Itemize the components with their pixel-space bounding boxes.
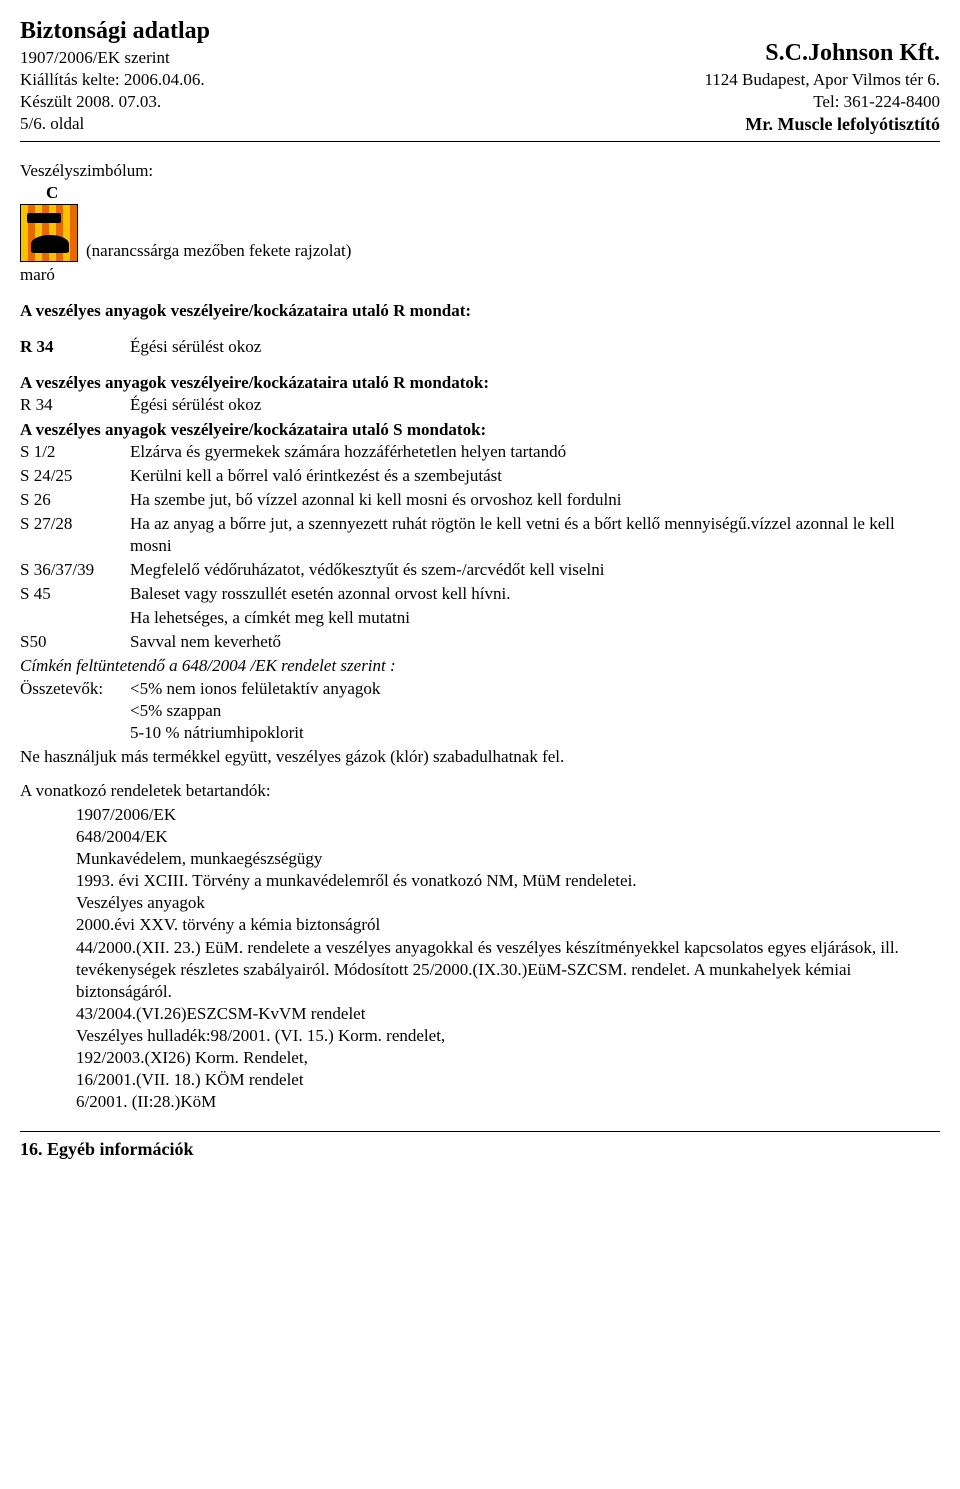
s-phrase-text: Baleset vagy rosszullét esetén azonnal o… (130, 583, 940, 605)
component-line: <5% nem ionos felületaktív anyagok (130, 678, 940, 700)
address-line: 1124 Budapest, Apor Vilmos tér 6. (704, 69, 940, 91)
header-right: S.C.Johnson Kft. 1124 Budapest, Apor Vil… (704, 16, 940, 137)
brand-name: S.C.Johnson Kft. (704, 38, 940, 69)
corrosive-pictogram (20, 204, 78, 262)
s-phrase-code: S 24/25 (20, 465, 130, 487)
components-row: Összetevők: <5% nem ionos felületaktív a… (20, 678, 940, 744)
symbol-letter: C (46, 182, 940, 204)
divider-bottom (20, 1131, 940, 1132)
regulation-line: Veszélyes anyagok (76, 892, 940, 914)
s-phrase-text: Megfelelő védőruházatot, védőkesztyűt és… (130, 559, 940, 581)
s-phrase-text: Savval nem keverhető (130, 631, 940, 653)
s-phrase-text: Kerülni kell a bőrrel való érintkezést é… (130, 465, 940, 487)
s-phrase-code: S 45 (20, 583, 130, 605)
s-phrase-row: S 27/28Ha az anyag a bőrre jut, a szenny… (20, 513, 940, 557)
s-phrase-text: Ha az anyag a bőrre jut, a szennyezett r… (130, 513, 940, 557)
issued-line: Kiállítás kelte: 2006.04.06. (20, 69, 210, 91)
s-phrase-list: S 1/2Elzárva és gyermekek számára hozzáf… (20, 441, 940, 654)
r-list-heading: A veszélyes anyagok veszélyeire/kockázat… (20, 372, 940, 394)
s-phrase-row: S 24/25Kerülni kell a bőrrel való érintk… (20, 465, 940, 487)
regulation-line: 6/2001. (II:28.)KöM (76, 1091, 940, 1113)
header-left: Biztonsági adatlap 1907/2006/EK szerint … (20, 16, 210, 137)
hazard-symbol-section: Veszélyszimbólum: C (narancssárga mezőbe… (20, 160, 940, 286)
regulation-line: 44/2000.(XII. 23.) EüM. rendelete a vesz… (76, 937, 940, 1003)
r34-row: R 34 Égési sérülést okoz (20, 336, 940, 358)
s-phrase-row: S 26Ha szembe jut, bő vízzel azonnal ki … (20, 489, 940, 511)
regulation-line: 192/2003.(XI26) Korm. Rendelet, (76, 1047, 940, 1069)
s-phrase-code (20, 607, 130, 629)
component-line: 5-10 % nátriumhipoklorit (130, 722, 940, 744)
regulation-line: 648/2004/EK (76, 826, 940, 848)
r34-text: Égési sérülést okoz (130, 336, 940, 358)
symbol-maro: maró (20, 264, 940, 286)
regulation-line: 16/2001.(VII. 18.) KÖM rendelet (76, 1069, 940, 1091)
s-phrase-row: S 1/2Elzárva és gyermekek számára hozzáf… (20, 441, 940, 463)
document-header: Biztonsági adatlap 1907/2006/EK szerint … (20, 16, 940, 137)
label-heading: Címkén feltüntetendő a 648/2004 /EK rend… (20, 655, 940, 677)
symbol-note: (narancssárga mezőben fekete rajzolat) (86, 240, 351, 262)
regulation-line: Veszélyes hulladék:98/2001. (VI. 15.) Ko… (76, 1025, 940, 1047)
s-phrase-code: S 27/28 (20, 513, 130, 557)
s-phrase-row: S50Savval nem keverhető (20, 631, 940, 653)
s-phrase-text: Ha lehetséges, a címkét meg kell mutatni (130, 607, 940, 629)
s-phrase-code: S50 (20, 631, 130, 653)
s-phrase-code: S 1/2 (20, 441, 130, 463)
warning-line: Ne használjuk más termékkel együtt, vesz… (20, 746, 940, 768)
s-phrase-text: Ha szembe jut, bő vízzel azonnal ki kell… (130, 489, 940, 511)
product-name: Mr. Muscle lefolyótisztító (704, 113, 940, 136)
regulations-list: 1907/2006/EK648/2004/EKMunkavédelem, mun… (76, 804, 940, 1113)
r-list-row: R 34 Égési sérülést okoz (20, 394, 940, 416)
r-list-code: R 34 (20, 394, 130, 416)
regulation-line: 1993. évi XCIII. Törvény a munkavédelemr… (76, 870, 940, 892)
tel-line: Tel: 361-224-8400 (704, 91, 940, 113)
regulation-line: Munkavédelem, munkaegészségügy (76, 848, 940, 870)
components-lines: <5% nem ionos felületaktív anyagok<5% sz… (130, 678, 940, 744)
regulation-line: 2000.évi XXV. törvény a kémia biztonságr… (76, 914, 940, 936)
sds-title: Biztonsági adatlap (20, 16, 210, 47)
s-phrase-row: Ha lehetséges, a címkét meg kell mutatni (20, 607, 940, 629)
reg-line: 1907/2006/EK szerint (20, 47, 210, 69)
r34-code: R 34 (20, 336, 130, 358)
s-phrase-code: S 26 (20, 489, 130, 511)
s-phrase-text: Elzárva és gyermekek számára hozzáférhet… (130, 441, 940, 463)
regulation-line: 43/2004.(VI.26)ESZCSM-KvVM rendelet (76, 1003, 940, 1025)
component-line: <5% szappan (130, 700, 940, 722)
prepared-line: Készült 2008. 07.03. (20, 91, 210, 113)
section-16-title: 16. Egyéb információk (20, 1138, 940, 1161)
divider-top (20, 141, 940, 142)
r-list-text: Égési sérülést okoz (130, 394, 940, 416)
s-phrase-code: S 36/37/39 (20, 559, 130, 581)
regulations-heading: A vonatkozó rendeletek betartandók: (20, 780, 940, 802)
r-phrase-heading: A veszélyes anyagok veszélyeire/kockázat… (20, 300, 940, 322)
regulation-line: 1907/2006/EK (76, 804, 940, 826)
components-label: Összetevők: (20, 678, 130, 744)
page-line: 5/6. oldal (20, 113, 210, 135)
s-list-heading: A veszélyes anyagok veszélyeire/kockázat… (20, 419, 940, 441)
symbol-heading: Veszélyszimbólum: (20, 160, 940, 182)
s-phrase-row: S 36/37/39Megfelelő védőruházatot, védők… (20, 559, 940, 581)
s-phrase-row: S 45Baleset vagy rosszullét esetén azonn… (20, 583, 940, 605)
